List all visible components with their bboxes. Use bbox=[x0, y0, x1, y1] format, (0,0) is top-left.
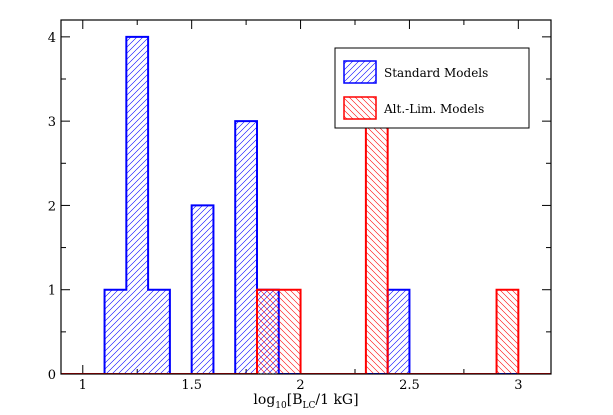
y-tick-label: 4 bbox=[48, 31, 56, 46]
tick-labels: 1 1.5 2 2.5 3 0 1 2 3 4 bbox=[48, 31, 523, 393]
histogram-bar-fill-series-0 bbox=[191, 205, 214, 374]
y-tick-label: 1 bbox=[48, 284, 56, 299]
histogram-bar-fill-series-0 bbox=[387, 289, 410, 374]
y-tick-label: 2 bbox=[48, 199, 56, 214]
histogram-bar-fill-series-1 bbox=[257, 289, 279, 374]
x-tick-label: 3 bbox=[514, 378, 522, 393]
x-label-tail: /1 kG] bbox=[315, 392, 358, 408]
x-tick-label: 1 bbox=[79, 378, 87, 393]
histogram-bar-fill-series-1 bbox=[278, 289, 301, 374]
y-tick-label: 0 bbox=[48, 368, 56, 383]
x-tick-label: 1.5 bbox=[181, 378, 202, 393]
y-tick-label: 3 bbox=[48, 115, 56, 130]
x-label-subscript: LC bbox=[303, 401, 316, 411]
legend-label-standard: Standard Models bbox=[384, 66, 488, 80]
histogram-bar-fill-series-0 bbox=[126, 36, 149, 374]
legend-swatch-standard bbox=[343, 60, 377, 84]
plot-frame bbox=[60, 19, 552, 375]
x-axis-label: log10[BLC/1 kG] bbox=[253, 392, 358, 411]
x-tick-label: 2.5 bbox=[399, 378, 420, 393]
x-tick-label: 2 bbox=[296, 378, 304, 393]
x-label-base: 10 bbox=[275, 401, 287, 411]
histogram-bar-fill-series-0 bbox=[235, 121, 257, 374]
histogram-bar-fill-series-0 bbox=[104, 289, 127, 374]
histogram-bar-fill-series-1 bbox=[496, 289, 519, 374]
legend-swatch-altlim bbox=[343, 96, 377, 120]
legend-label-altlim: Alt.-Lim. Models bbox=[383, 102, 484, 116]
histogram-bar-fill-series-0 bbox=[148, 289, 170, 374]
legend: Standard Models Alt.-Lim. Models bbox=[334, 47, 530, 129]
histogram-bar-fill-series-1 bbox=[365, 121, 388, 374]
bars-layer bbox=[61, 35, 551, 374]
x-label-log: log bbox=[253, 392, 275, 408]
x-label-open: [B bbox=[287, 392, 303, 408]
